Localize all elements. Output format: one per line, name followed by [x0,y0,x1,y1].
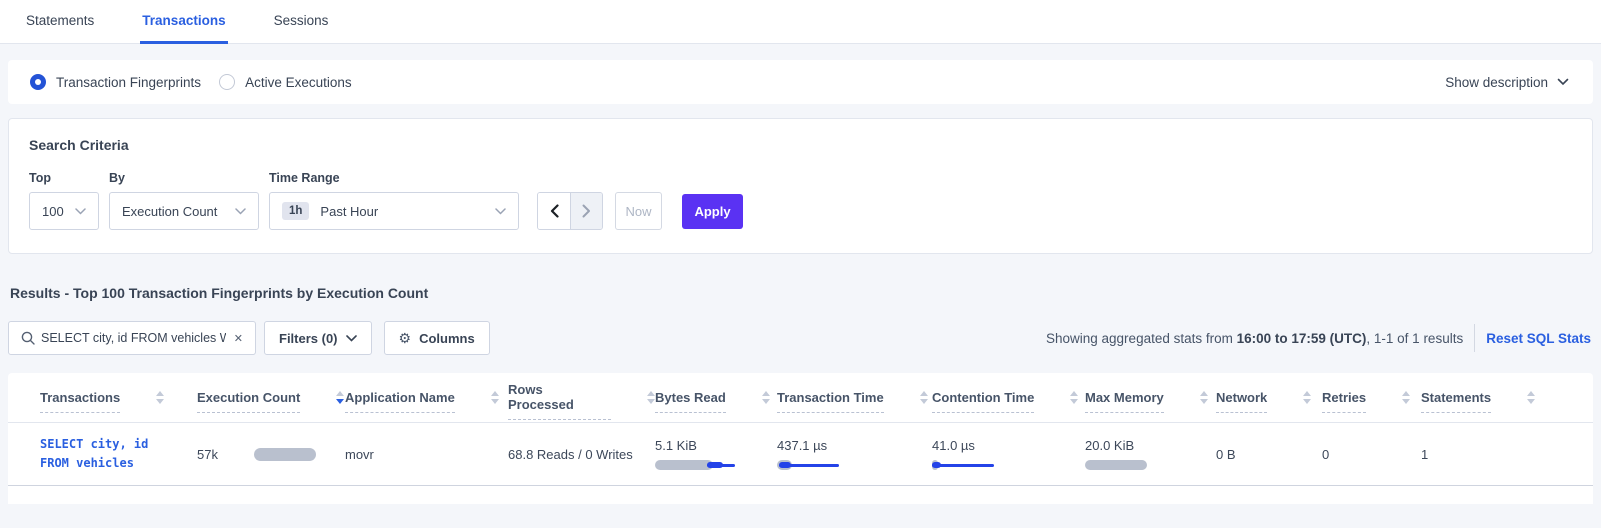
clear-search-icon[interactable]: ✕ [233,332,243,345]
cell-transaction-time: 437.1 µs [777,438,932,471]
table-row: SELECT city, id FROM vehicles 57k movr 6… [8,423,1593,486]
top-select[interactable]: 100 [29,192,99,230]
sort-icon[interactable] [1402,391,1411,404]
gear-icon: ⚙ [398,329,412,346]
show-description-toggle[interactable]: Show description [1445,75,1569,90]
top-label: Top [29,171,51,185]
column-header-application-name[interactable]: Application Name [345,383,508,413]
sort-icon[interactable] [1199,391,1208,404]
radio-label: Transaction Fingerprints [56,74,202,90]
sort-icon[interactable] [1070,391,1079,404]
contention-time-bar [932,459,1016,471]
by-field: By Execution Count [109,171,269,230]
radio-selected-icon [30,74,46,90]
search-criteria-title: Search Criteria [29,137,129,153]
column-header-transactions[interactable]: Transactions [40,383,197,413]
next-time-window-button[interactable] [570,193,602,229]
radio-unselected-icon [219,74,236,90]
column-header-transaction-time[interactable]: Transaction Time [777,383,932,413]
fingerprint-search-box: ✕ [8,321,256,355]
time-window-pager [537,192,603,230]
sort-icon[interactable] [490,391,499,404]
time-range-select[interactable]: 1h Past Hour [269,192,519,230]
column-header-contention-time[interactable]: Contention Time [932,383,1085,413]
previous-time-window-button[interactable] [538,193,570,229]
search-input[interactable] [41,331,226,345]
by-select[interactable]: Execution Count [109,192,259,230]
columns-button[interactable]: ⚙ Columns [383,321,490,355]
tab-sessions[interactable]: Sessions [273,13,329,28]
cell-application-name: movr [345,446,374,462]
radio-label: Active Executions [245,74,352,90]
cell-max-memory: 20.0 KiB [1085,438,1216,471]
time-range-field: Time Range 1h Past Hour [269,171,519,230]
cell-bytes-read: 5.1 KiB [655,438,777,471]
cell-rows-processed: 68.8 Reads / 0 Writes [508,446,633,462]
results-controls: ✕ Filters (0) ⚙ Columns Showing aggregat… [8,321,1593,355]
transaction-time-bar [777,459,861,471]
top-select-value: 100 [42,203,64,219]
transaction-fingerprint-link[interactable]: SELECT city, id FROM vehicles [40,437,149,470]
column-header-statements[interactable]: Statements [1421,383,1593,413]
chevron-down-icon [1557,78,1569,86]
column-header-rows-processed[interactable]: Rows Processed [508,375,655,420]
bytes-read-bar [655,459,739,471]
show-description-label: Show description [1445,74,1548,90]
column-header-retries[interactable]: Retries [1322,383,1421,413]
tab-statements[interactable]: Statements [26,13,95,28]
time-range-badge: 1h [282,202,310,220]
filters-label: Filters (0) [279,330,338,346]
max-memory-bar [1085,459,1169,471]
divider [1474,324,1476,352]
filters-button[interactable]: Filters (0) [264,321,372,355]
cell-statements: 1 [1421,446,1429,462]
search-criteria-card: Search Criteria Top 100 By Execution Cou… [8,118,1593,254]
results-heading: Results - Top 100 Transaction Fingerprin… [10,285,429,301]
cell-network: 0 B [1216,446,1236,462]
sort-icon[interactable] [919,391,928,404]
cell-contention-time: 41.0 µs [932,438,1085,471]
chevron-left-icon [550,204,559,218]
sort-icon[interactable] [761,391,770,404]
transactions-table: Transactions Execution Count Application… [8,373,1593,504]
now-button[interactable]: Now [615,192,662,230]
cell-retries: 0 [1322,446,1330,462]
execution-count-bar [253,448,338,461]
reset-sql-stats-link[interactable]: Reset SQL Stats [1486,330,1591,346]
table-header-row: Transactions Execution Count Application… [8,373,1593,423]
aggregated-stats-text: Showing aggregated stats from 16:00 to 1… [1046,330,1464,346]
sort-icon[interactable] [1527,391,1536,404]
cell-execution-count: 57k [197,447,345,462]
chevron-down-icon [345,334,357,342]
search-icon [21,331,35,345]
sort-icon[interactable] [156,391,165,404]
by-label: By [109,171,125,185]
chevron-right-icon [582,204,590,218]
sort-desc-icon[interactable] [336,391,345,404]
tab-transactions[interactable]: Transactions [140,13,228,44]
chevron-down-icon [495,207,506,215]
apply-button[interactable]: Apply [682,194,743,229]
columns-label: Columns [419,330,475,346]
chevron-down-icon [235,207,246,215]
radio-transaction-fingerprints[interactable]: Transaction Fingerprints [30,74,201,90]
top-tab-bar: Statements Transactions Sessions [0,0,1601,44]
time-range-value: Past Hour [320,203,379,219]
column-header-max-memory[interactable]: Max Memory [1085,383,1216,413]
sort-icon[interactable] [1303,391,1312,404]
column-header-execution-count[interactable]: Execution Count [197,383,345,413]
sort-icon[interactable] [647,391,655,404]
column-header-network[interactable]: Network [1216,383,1322,413]
radio-active-executions[interactable]: Active Executions [219,74,352,90]
cell-transaction-fingerprint: SELECT city, id FROM vehicles [40,435,197,473]
chevron-down-icon [75,207,86,215]
view-mode-card: Transaction Fingerprints Active Executio… [8,60,1593,104]
by-select-value: Execution Count [122,203,218,219]
time-range-label: Time Range [269,171,340,185]
column-header-bytes-read[interactable]: Bytes Read [655,383,777,413]
top-field: Top 100 [29,171,109,230]
